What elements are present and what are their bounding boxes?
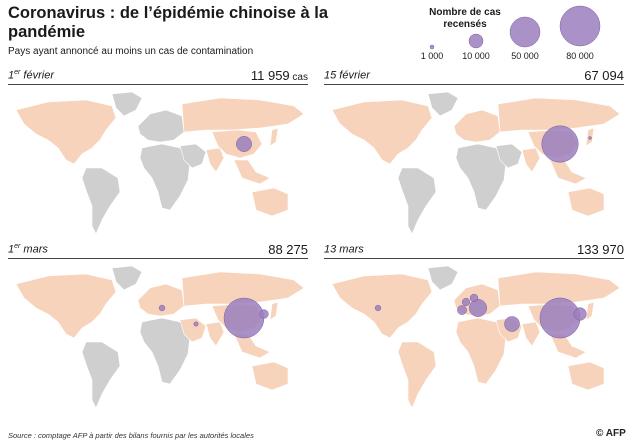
- panel-header: 1er mars 88 275: [8, 242, 308, 259]
- region-europe: [137, 283, 185, 317]
- size-legend: Nombre de cas recensés 1 000 10 000 50 0…: [412, 4, 636, 66]
- world-map: [15, 91, 305, 235]
- region-north-america: [331, 273, 433, 339]
- bubble-iran: [193, 321, 199, 327]
- legend-circles: [429, 5, 601, 50]
- panel-header: 1er février 11 959 cas: [8, 68, 308, 85]
- bubble-france: [461, 297, 471, 307]
- afp-logo: © AFP: [596, 428, 626, 439]
- bubble-china: [539, 297, 581, 339]
- legend-label-1000: 1 000: [420, 51, 444, 61]
- region-india: [521, 147, 541, 173]
- bubble-spain: [457, 305, 467, 315]
- panel-date: 15 février: [324, 69, 370, 82]
- panel-date: 1er mars: [8, 243, 48, 256]
- legend-circle-10000: [468, 33, 484, 49]
- region-greenland: [427, 265, 459, 291]
- world-map: [15, 265, 305, 409]
- panel-case-count: 133 970: [577, 242, 624, 257]
- bubble-china: [541, 125, 579, 163]
- region-north-america: [15, 99, 117, 165]
- region-australia: [251, 187, 289, 217]
- region-southeast-asia: [549, 159, 587, 185]
- map-panel-3: 1er mars 88 275: [8, 242, 308, 412]
- panel-case-count: 88 275: [268, 242, 308, 257]
- region-greenland: [111, 91, 143, 117]
- bubble-italy: [158, 304, 166, 312]
- world-map: [331, 91, 621, 235]
- region-australia: [567, 361, 605, 391]
- region-africa: [139, 143, 191, 211]
- source-note: Source : comptage AFP à partir des bilan…: [8, 431, 254, 440]
- region-africa: [455, 317, 507, 385]
- region-africa: [455, 143, 507, 211]
- legend-title: Nombre de cas recensés: [429, 7, 501, 30]
- bubble-germany: [469, 293, 479, 303]
- legend-label-80000: 80 000: [566, 51, 594, 61]
- region-india: [205, 321, 225, 347]
- region-japan: [585, 301, 595, 321]
- region-south-america: [81, 167, 121, 235]
- region-africa: [139, 317, 191, 385]
- bubble-italy: [469, 299, 487, 317]
- region-russia-asia: [497, 271, 621, 307]
- page-subtitle: Pays ayant annoncé au moins un cas de co…: [8, 46, 254, 57]
- bubble-china: [223, 297, 265, 339]
- world-map: [331, 265, 621, 409]
- bubble-south-korea: [573, 307, 587, 321]
- panel-date: 13 mars: [324, 243, 364, 256]
- region-india: [205, 147, 225, 173]
- region-australia: [251, 361, 289, 391]
- region-europe: [453, 109, 501, 143]
- region-north-america: [15, 273, 117, 339]
- region-middle-east: [179, 317, 207, 343]
- region-australia: [567, 187, 605, 217]
- panel-case-count: 67 094: [584, 68, 624, 83]
- region-south-america: [397, 341, 437, 409]
- region-russia-asia: [497, 97, 621, 133]
- bubble-south-korea: [259, 309, 269, 319]
- region-russia-asia: [181, 271, 305, 307]
- region-southeast-asia: [233, 159, 271, 185]
- panel-header: 15 février 67 094: [324, 68, 624, 85]
- map-panel-1: 1er février 11 959 cas: [8, 68, 308, 238]
- map-panel-4: 13 mars 133 970: [324, 242, 624, 412]
- region-india: [521, 321, 541, 347]
- region-middle-east: [179, 143, 207, 169]
- bubble-usa: [374, 304, 382, 312]
- legend-circle-80000: [559, 5, 601, 47]
- region-europe: [137, 109, 185, 143]
- panel-date: 1er février: [8, 69, 54, 82]
- panel-header: 13 mars 133 970: [324, 242, 624, 259]
- map-panel-2: 15 février 67 094: [324, 68, 624, 238]
- page-title: Coronavirus : de l’épidémie chinoise à l…: [8, 4, 329, 41]
- legend-label-10000: 10 000: [462, 51, 490, 61]
- region-south-america: [81, 341, 121, 409]
- region-japan: [269, 301, 279, 321]
- region-south-america: [397, 167, 437, 235]
- region-north-america: [331, 99, 433, 165]
- bubble-china: [236, 136, 252, 152]
- legend-circle-50000: [509, 16, 541, 48]
- legend-label-50000: 50 000: [511, 51, 539, 61]
- region-greenland: [111, 265, 143, 291]
- legend-circle-1000: [429, 44, 435, 50]
- region-middle-east: [495, 143, 523, 169]
- bubble-iran: [504, 316, 520, 332]
- region-japan: [269, 127, 279, 147]
- bubble-japan: [588, 136, 592, 140]
- region-russia-asia: [181, 97, 305, 133]
- panel-case-count: 11 959 cas: [250, 68, 308, 83]
- region-greenland: [427, 91, 459, 117]
